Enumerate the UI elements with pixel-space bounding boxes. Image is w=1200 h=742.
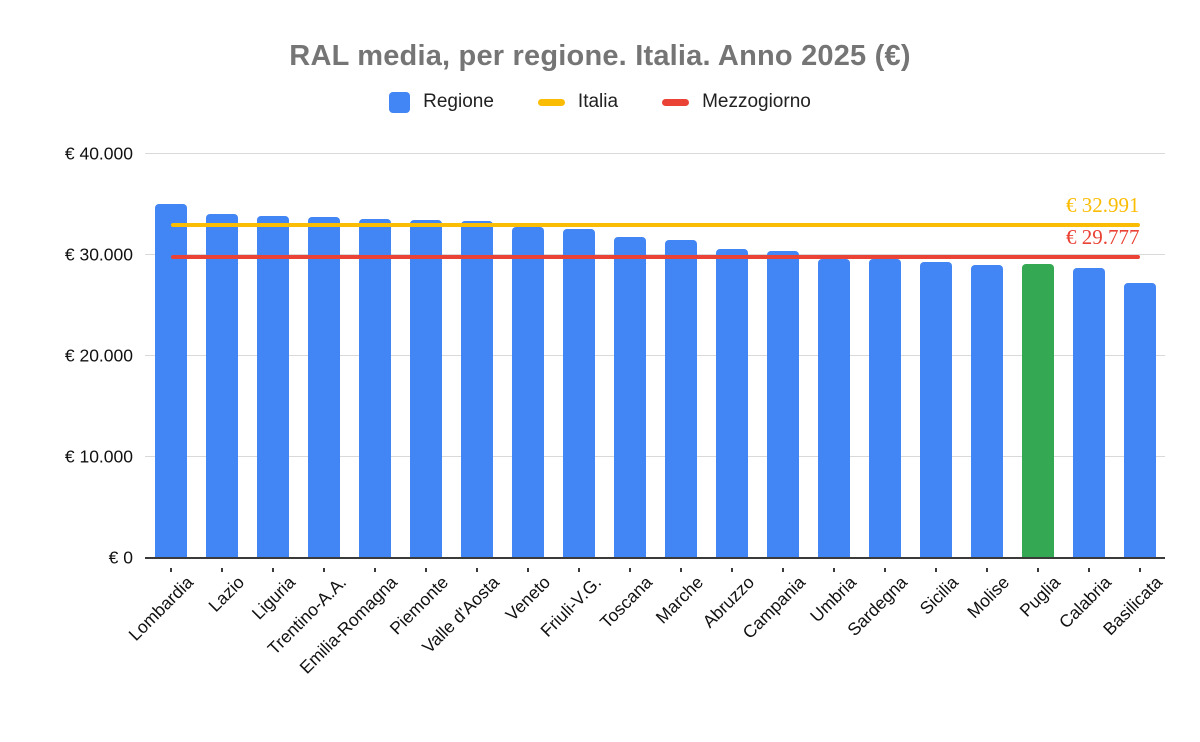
- x-axis-tick: [271, 568, 274, 572]
- x-axis-tick: [1087, 568, 1090, 572]
- x-axis-tick: [1138, 568, 1141, 572]
- bar-campania: [766, 250, 799, 558]
- bar-calabria: [1072, 268, 1105, 558]
- reference-annotation-italia: € 32.991: [1066, 192, 1140, 217]
- gridline: [145, 153, 1165, 154]
- x-axis-tick: [883, 568, 886, 572]
- legend: Regione Italia Mezzogiorno: [0, 91, 1200, 113]
- legend-swatch-dash-icon: [537, 98, 565, 106]
- x-axis-tick: [373, 568, 376, 572]
- x-axis-tick: [985, 568, 988, 572]
- x-axis-tick: [628, 568, 631, 572]
- x-axis-tick: [475, 568, 478, 572]
- gridline: [145, 456, 1165, 457]
- reference-annotation-mezzogiorno: € 29.777: [1066, 225, 1140, 250]
- bar-puglia: [1021, 264, 1054, 558]
- bar-marche: [664, 239, 697, 558]
- legend-item-regione: Regione: [389, 91, 494, 113]
- bar-sardegna: [868, 259, 901, 558]
- bar-molise: [970, 264, 1003, 558]
- y-axis-tick-label: € 10.000: [64, 446, 133, 467]
- legend-swatch-square-icon: [389, 91, 411, 113]
- x-axis-line: [145, 556, 1165, 559]
- bar-sicilia: [919, 262, 952, 558]
- bar-abruzzo: [715, 249, 748, 558]
- x-axis-tick: [781, 568, 784, 572]
- legend-label: Regione: [423, 91, 494, 112]
- legend-swatch-dash-icon: [662, 98, 690, 106]
- bar-valle-d-aosta: [460, 221, 493, 558]
- x-axis-tick: [424, 568, 427, 572]
- reference-line-mezzogiorno: [170, 255, 1140, 260]
- bar-umbria: [817, 258, 850, 558]
- legend-item-mezzogiorno: Mezzogiorno: [662, 91, 811, 113]
- bar-veneto: [511, 226, 544, 558]
- gridline: [145, 355, 1165, 356]
- bar-friuli-v-g-: [562, 228, 595, 558]
- bar-piemonte: [409, 219, 442, 558]
- bar-emilia-romagna: [358, 218, 391, 558]
- bar-liguria: [256, 215, 289, 558]
- y-axis-tick-label: € 40.000: [64, 143, 133, 164]
- x-axis-tick: [730, 568, 733, 572]
- bar-trentino-a-a-: [307, 217, 340, 558]
- bar-toscana: [613, 236, 646, 558]
- reference-line-italia: [170, 222, 1140, 227]
- x-axis-tick: [220, 568, 223, 572]
- chart-title: RAL media, per regione. Italia. Anno 202…: [289, 40, 911, 72]
- x-axis-tick: [679, 568, 682, 572]
- bar-series: [145, 154, 1165, 558]
- legend-item-italia: Italia: [537, 91, 619, 113]
- bar-lombardia: [154, 204, 187, 558]
- x-axis-tick: [526, 568, 529, 572]
- y-axis-tick-label: € 0: [108, 547, 133, 568]
- y-axis-tick-label: € 30.000: [64, 244, 133, 265]
- plot-area: € 0 € 10.000 € 20.000 € 30.000 € 40.000 € 32…: [65, 144, 1166, 678]
- bar-basilicata: [1123, 282, 1156, 558]
- x-axis-tick: [577, 568, 580, 572]
- x-axis-tick: [832, 568, 835, 572]
- legend-label: Italia: [577, 91, 619, 112]
- bar-lazio: [205, 213, 238, 558]
- y-axis-tick-label: € 20.000: [64, 345, 133, 366]
- x-axis-tick: [934, 568, 937, 572]
- legend-label: Mezzogiorno: [702, 91, 811, 112]
- x-axis-tick: [1036, 568, 1039, 572]
- x-axis-tick: [322, 568, 325, 572]
- x-axis-tick: [169, 568, 172, 572]
- gridline: [145, 254, 1165, 255]
